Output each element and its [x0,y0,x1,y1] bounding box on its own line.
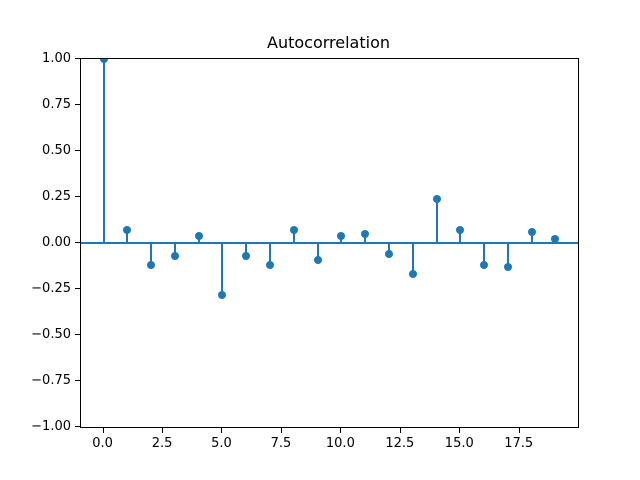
x-axis-tick [340,428,342,433]
data-point-marker [99,59,108,63]
data-point-marker [551,235,560,244]
zero-baseline [81,242,578,244]
x-axis-tick [280,428,282,433]
x-axis-tick-label: 5.0 [211,436,232,451]
y-axis-tick [75,196,80,197]
data-point-marker [313,255,322,264]
y-axis-tick-label: −0.25 [31,281,71,296]
x-axis-tick [221,428,223,433]
stem-line [483,243,486,266]
x-axis-tick [459,428,461,433]
y-axis-tick-label: 0.25 [42,189,71,204]
stem-line [292,230,295,243]
y-axis-tick [75,426,80,427]
stem-line [459,230,462,243]
stem-line [530,231,533,243]
data-point-marker [408,270,417,279]
x-axis-tick [399,428,401,433]
stem-line [173,243,176,256]
data-point-marker [147,261,156,270]
stem-line [126,230,129,243]
y-axis-tick [75,150,80,151]
data-point-marker [361,229,370,238]
x-axis-tick [102,428,104,433]
x-axis-tick-label: 17.5 [504,436,534,451]
y-axis-tick-label: −0.75 [31,373,71,388]
data-point-marker [289,226,298,235]
stem-line [269,243,272,266]
data-point-marker [384,250,393,259]
data-point-marker [242,251,251,260]
y-axis-tick-label: −0.50 [31,327,71,342]
y-axis-tick [75,380,80,381]
plot-area [80,58,579,428]
data-point-marker [456,226,465,235]
y-axis-tick-label: 0.00 [42,235,71,250]
stem-line [506,243,509,267]
y-axis-tick [75,58,80,59]
data-point-marker [194,231,203,240]
x-axis-tick-label: 12.5 [385,436,415,451]
stem-line [150,243,153,266]
y-axis-tick-label: −1.00 [31,419,71,434]
stem-line [435,198,438,243]
stem-line [221,243,224,295]
y-axis-tick [75,288,80,289]
y-axis-tick-label: 0.50 [42,143,71,158]
x-axis-tick-label: 2.5 [151,436,173,451]
y-axis-tick [75,334,80,335]
x-axis-tick-label: 0.0 [92,436,113,451]
stem-line [387,243,390,255]
data-point-marker [266,261,275,270]
data-point-marker [170,251,179,260]
y-axis-tick-label: 0.75 [42,97,71,112]
stem-line [411,243,414,275]
data-point-marker [503,262,512,271]
stem-line [245,243,248,256]
data-point-marker [480,261,489,270]
data-point-marker [337,231,346,240]
y-axis-tick-label: 1.00 [42,51,71,66]
x-axis-tick-label: 10.0 [325,436,355,451]
stem-line [364,233,367,243]
x-axis-tick-label: 15.0 [444,436,474,451]
stem-line [316,243,319,260]
data-point-marker [527,227,536,236]
chart-title: Autocorrelation [267,33,390,52]
data-point-marker [432,194,441,203]
data-point-marker [218,290,227,299]
stem-line [102,59,105,243]
x-axis-tick [518,428,520,433]
data-point-marker [123,226,132,235]
y-axis-tick [75,242,80,243]
x-axis-tick [162,428,164,433]
y-axis-tick [75,104,80,105]
x-axis-tick-label: 7.5 [270,436,292,451]
